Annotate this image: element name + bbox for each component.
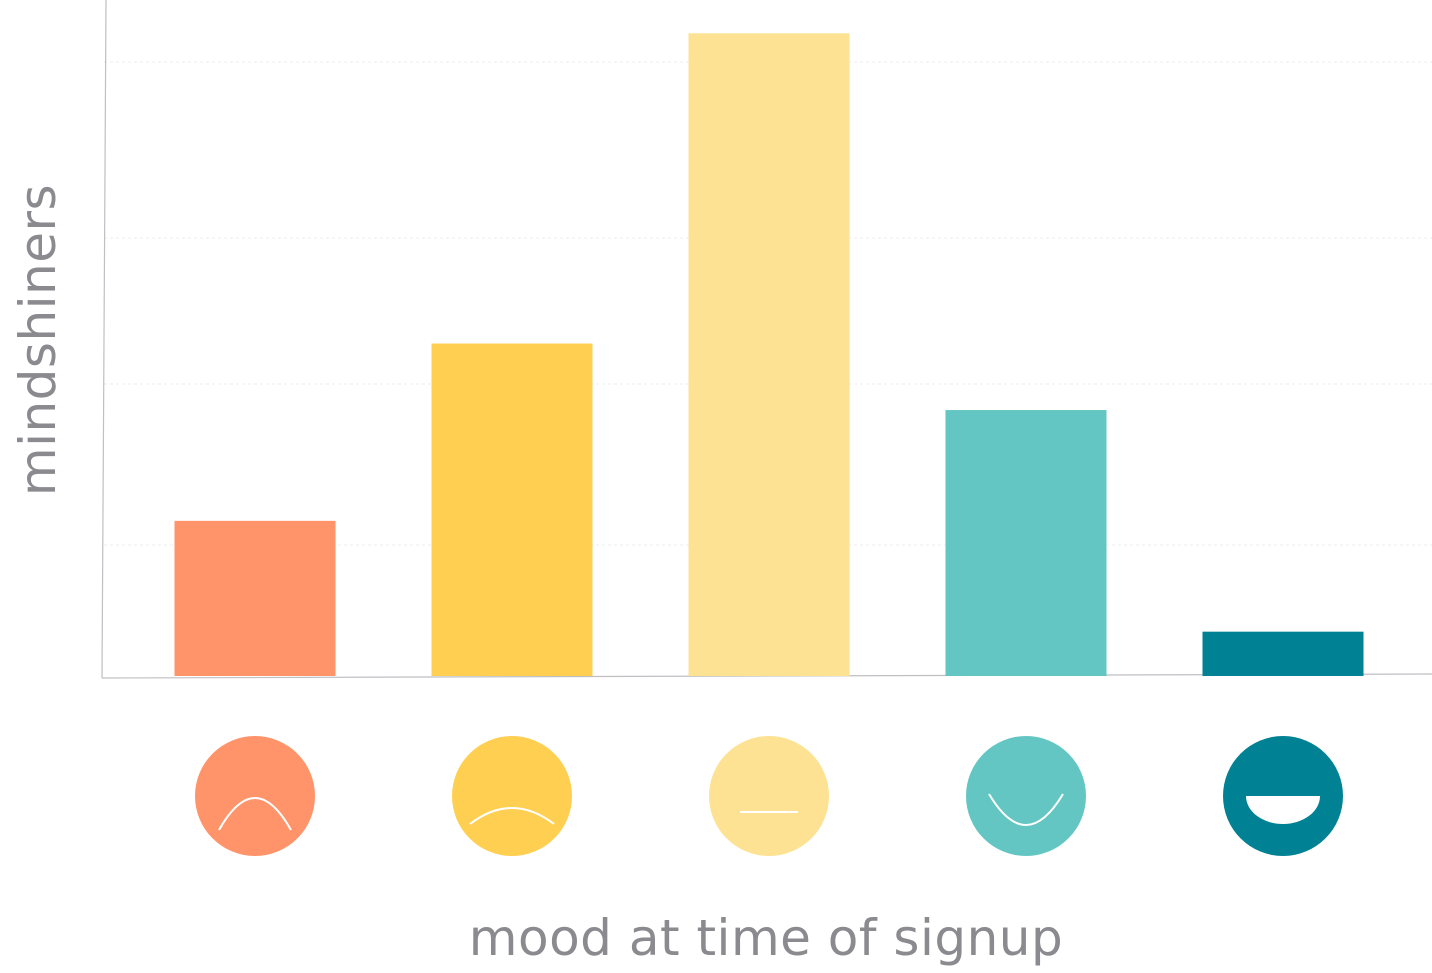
bar-3 [688, 33, 850, 676]
mouth [988, 793, 1064, 826]
face-circle [452, 736, 572, 856]
face-circle [195, 736, 315, 856]
happy-face-icon [966, 736, 1086, 856]
y-axis-line [101, 0, 107, 679]
mouth [1246, 796, 1320, 824]
bar-1 [174, 520, 336, 676]
bar-5 [1202, 631, 1364, 676]
mouth [469, 807, 555, 825]
mouth [218, 797, 292, 831]
very-sad-face-icon [195, 736, 315, 856]
very-happy-face-icon [1223, 736, 1343, 856]
bar-2 [431, 343, 593, 676]
y-axis-label: mindshiners [9, 183, 67, 497]
x-axis-label: mood at time of signup [468, 909, 1064, 967]
face-circle [966, 736, 1086, 856]
bars [174, 33, 1364, 676]
sad-face-icon [452, 736, 572, 856]
neutral-face-icon [709, 736, 829, 856]
bar-4 [945, 410, 1107, 676]
category-icons [195, 736, 1343, 856]
face-circle [709, 736, 829, 856]
gridlines [104, 61, 1432, 546]
